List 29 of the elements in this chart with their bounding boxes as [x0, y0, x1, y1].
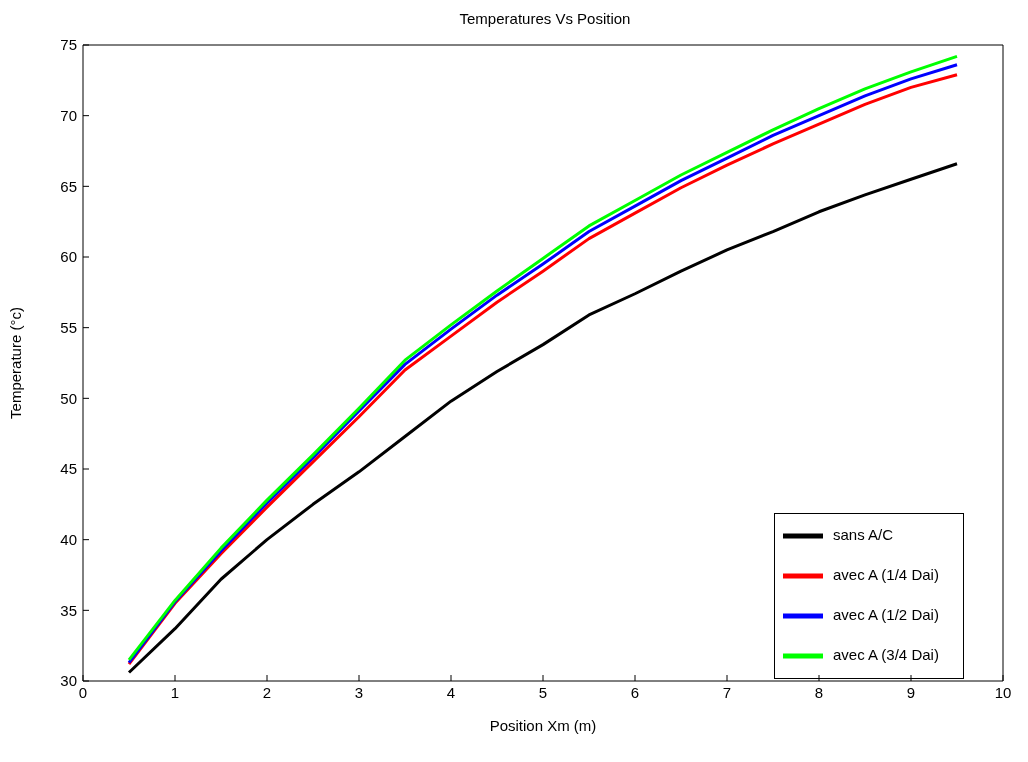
x-tick-label: 4 [446, 683, 456, 701]
x-tick-label: 3 [354, 683, 364, 701]
y-tick-label: 30 [60, 672, 77, 690]
legend-label: avec A (3/4 Dai) [833, 645, 939, 663]
y-tick-label: 75 [60, 36, 77, 54]
y-tick-label: 35 [60, 601, 77, 619]
x-tick-label: 8 [814, 683, 824, 701]
legend-label: avec A (1/4 Dai) [833, 565, 939, 583]
line-series [127, 162, 959, 675]
x-tick-label: 1 [170, 683, 180, 701]
x-tick-label: 7 [722, 683, 732, 701]
y-tick-label: 55 [60, 318, 77, 336]
legend-label: sans A/C [833, 525, 894, 543]
y-tick-label: 50 [60, 389, 77, 407]
y-tick-label: 70 [60, 106, 77, 124]
y-tick-label: 45 [60, 460, 77, 478]
y-axis-title: Temperature (°c) [7, 307, 25, 419]
y-tick-label: 40 [60, 530, 77, 548]
y-tick-label: 60 [60, 248, 77, 266]
legend-label: avec A (1/2 Dai) [833, 605, 939, 623]
x-axis-title: Position Xm (m) [489, 717, 597, 734]
x-tick-label: 9 [906, 683, 916, 701]
x-tick-label: 5 [538, 683, 548, 701]
x-tick-label: 2 [262, 683, 272, 701]
x-tick-label: 6 [630, 683, 640, 701]
chart-title: Temperatures Vs Position [458, 10, 632, 27]
y-tick-label: 65 [60, 177, 77, 195]
x-tick-label: 10 [994, 683, 1012, 701]
x-tick-label: 0 [78, 683, 88, 701]
